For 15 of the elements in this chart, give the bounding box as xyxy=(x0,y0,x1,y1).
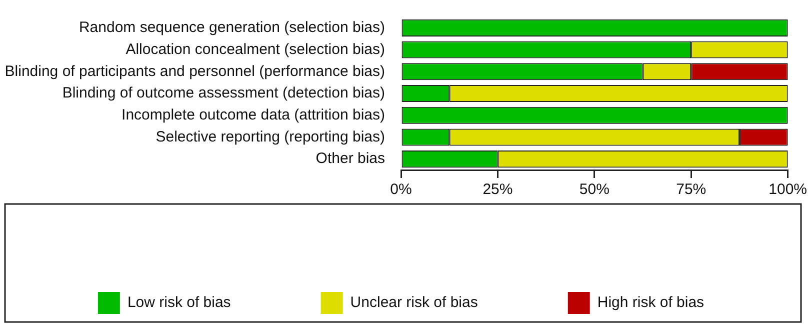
x-tick-label: 75% xyxy=(676,181,706,198)
y-tick-label: Other bias xyxy=(316,150,385,168)
legend-label: Low risk of bias xyxy=(127,294,231,312)
y-tick-label: Blinding of outcome assessment (detection bias) xyxy=(62,84,385,102)
y-tick-label: Incomplete outcome data (attrition bias) xyxy=(122,106,386,124)
x-tick-label: 50% xyxy=(579,181,610,198)
x-tick-label: 100% xyxy=(768,181,808,198)
y-tick-label: Selective reporting (reporting bias) xyxy=(156,128,385,146)
y-tick-label: Random sequence generation (selection bias) xyxy=(78,19,385,36)
x-tick-label: 0% xyxy=(390,181,412,198)
y-tick-label: Blinding of participants and personnel (performance bias) xyxy=(4,62,385,80)
x-tick-label: 25% xyxy=(482,181,513,198)
legend-label: Unclear risk of bias xyxy=(350,294,478,312)
legend-label: High risk of bias xyxy=(597,294,704,312)
y-tick-label: Allocation concealment (selection bias) xyxy=(126,40,385,58)
